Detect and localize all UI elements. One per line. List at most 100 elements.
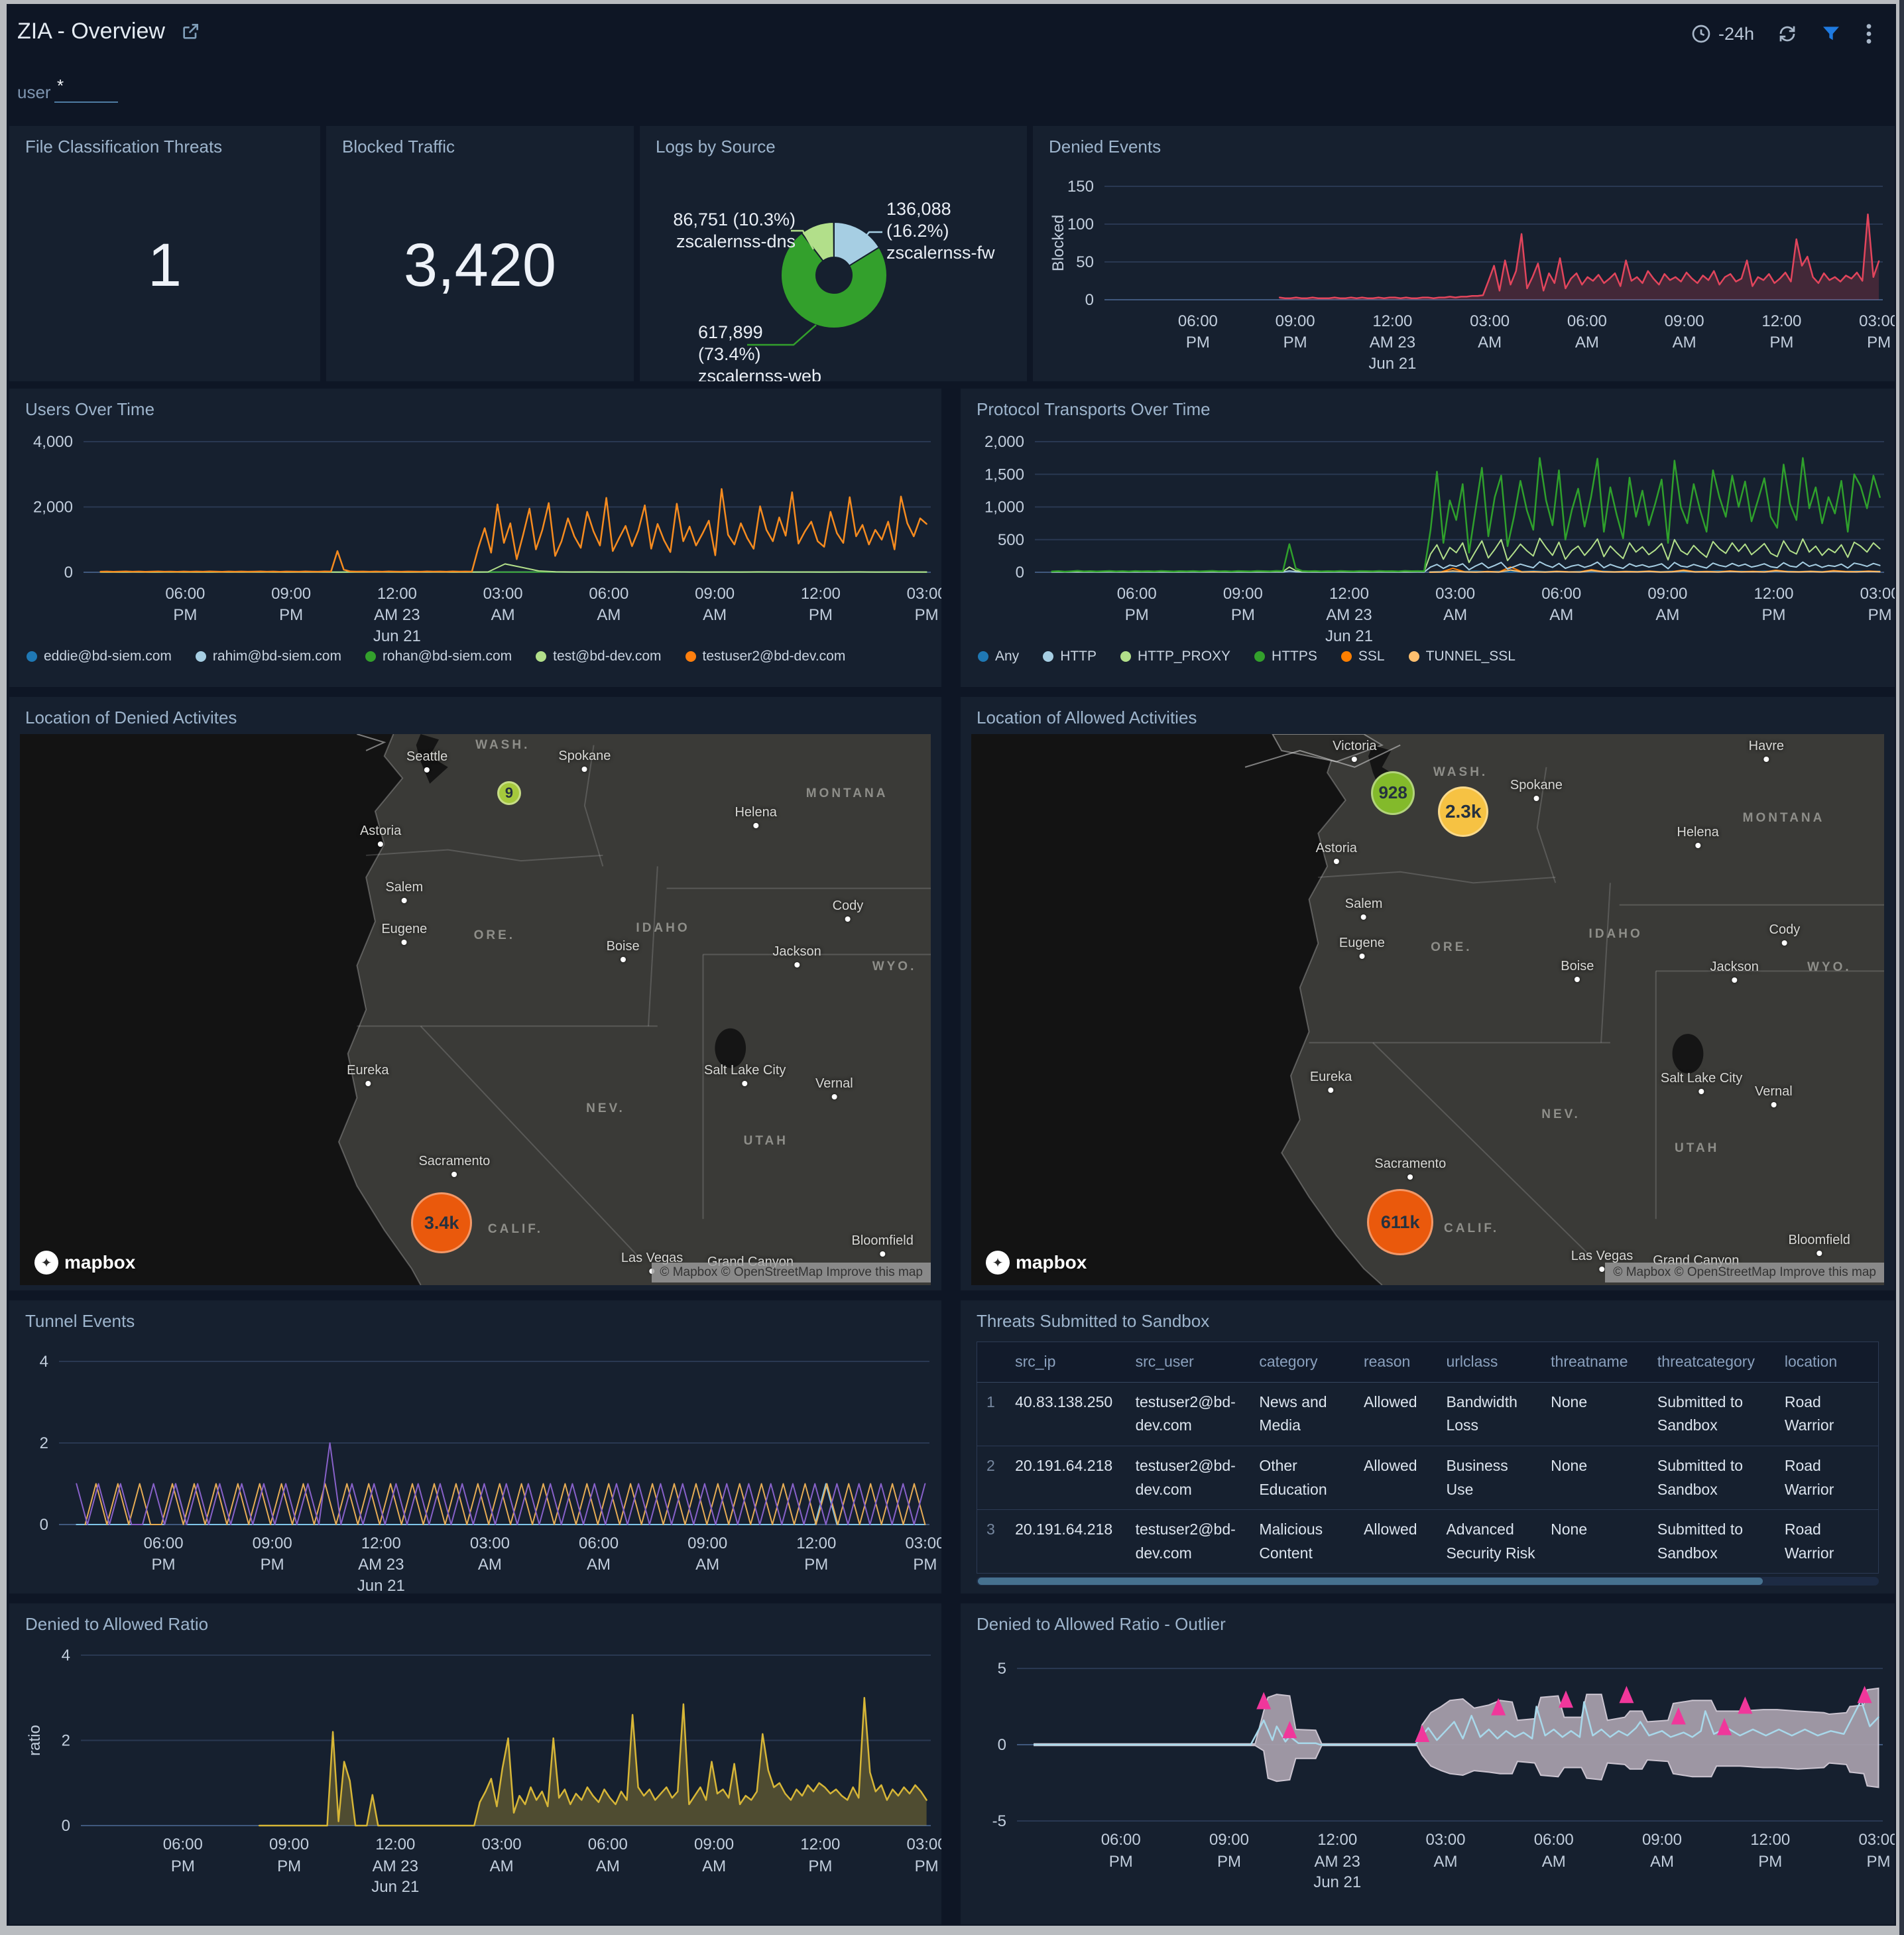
city-label: Eugene [1339,936,1385,960]
user-filter-input[interactable] [54,76,118,103]
column-header[interactable]: threatcategory [1647,1342,1775,1383]
improve-map-link[interactable]: Improve this map [1779,1265,1876,1279]
logs-by-source-donut: 136,088 (16.2%) zscalernss-fw 617,899 (73.4%… [640,126,1027,386]
state-label: UTAH [743,1134,788,1149]
city-label: Bloomfield [1789,1233,1850,1257]
mapbox-icon: ✦ [34,1251,58,1275]
svg-text:PM: PM [1866,1853,1890,1871]
legend-label: HTTPS [1272,649,1317,664]
state-label: WASH. [475,737,530,752]
map-cluster-marker[interactable]: 928 [1371,771,1415,815]
city-label: Las Vegas [1571,1249,1633,1273]
svg-text:150: 150 [1067,178,1094,196]
map-cluster-marker[interactable]: 2.3k [1438,786,1489,838]
state-label: MONTANA [1742,811,1825,826]
svg-text:09:00: 09:00 [269,1836,309,1853]
mapbox-logo[interactable]: ✦ mapbox [986,1251,1087,1275]
pie-slice-zscalernss-web[interactable] [780,232,888,329]
row-number: 3 [977,1509,1006,1574]
svg-text:PM: PM [1761,606,1785,624]
state-label: IDAHO [1588,927,1643,942]
legend-swatch [1408,651,1419,662]
svg-text:AM: AM [490,1857,514,1875]
panel-title: File Classification Threats [25,137,223,156]
column-header[interactable]: category [1250,1342,1354,1383]
map-cluster-marker[interactable]: 611k [1367,1189,1434,1256]
svg-text:PM: PM [1231,606,1255,624]
state-label: NEV. [1541,1107,1580,1122]
legend-item[interactable]: HTTP_PROXY [1120,649,1230,664]
column-header[interactable]: reason [1354,1342,1437,1383]
legend-item[interactable]: test@bd-dev.com [536,649,662,664]
svg-text:AM: AM [1433,1853,1457,1871]
table-cell: None [1541,1509,1648,1574]
panel-sandbox-table: Threats Submitted to Sandbox src_ip src_u… [961,1300,1895,1593]
denied-ratio-outlier-chart: -5 0 5 06:00 PM 09:00 PM 12:00 AM 23 Jun 21 03:00 A… [961,1603,1896,1924]
map-canvas[interactable]: WASH. MONTANA ORE. IDAHO WYO. NEV. UTAH CALIF. S… [20,734,931,1285]
refresh-icon[interactable] [1777,23,1798,44]
table-row[interactable]: 2 20.191.64.218 testuser2@bd-dev.com Other … [977,1446,1879,1511]
legend-item[interactable]: HTTP [1043,649,1097,664]
svg-text:0: 0 [64,564,73,582]
table-row[interactable]: 3 20.191.64.218 testuser2@bd-dev.com Malici… [977,1509,1879,1574]
clock-icon [1691,23,1712,44]
table-scrollbar-track[interactable] [977,1577,1879,1586]
window-scrollbar[interactable] [1899,0,1904,1935]
time-range-control[interactable]: -24h [1691,23,1754,44]
legend-swatch [1120,651,1132,662]
city-label: Salt Lake City [1661,1071,1742,1094]
city-label: Helena [1677,825,1719,849]
map-cluster-marker[interactable]: 3.4k [411,1192,473,1254]
svg-text:03:00: 03:00 [1858,1831,1895,1849]
table-cell: testuser2@bd-dev.com [1126,1509,1250,1574]
legend-item[interactable]: TUNNEL_SSL [1408,649,1516,664]
kebab-menu-icon[interactable] [1864,23,1874,45]
column-header[interactable]: urlclass [1437,1342,1542,1383]
city-dot [378,841,384,847]
city-label: Vernal [815,1076,853,1100]
svg-text:06:00: 06:00 [144,1534,184,1552]
map-canvas[interactable]: WASH. MONTANA ORE. IDAHO WYO. NEV. UTAH CALIF. V… [971,734,1884,1285]
share-icon[interactable] [180,21,201,42]
city-dot [1599,1267,1605,1273]
filter-icon[interactable] [1820,23,1842,44]
svg-text:5: 5 [998,1660,1006,1678]
svg-text:AM: AM [1650,1853,1674,1871]
row-number: 2 [977,1446,1006,1511]
svg-text:Jun 21: Jun 21 [1313,1873,1361,1891]
legend-item[interactable]: rohan@bd-siem.com [365,649,512,664]
column-header[interactable]: location [1775,1342,1879,1383]
svg-text:Jun 21: Jun 21 [371,1878,419,1896]
map-cluster-marker[interactable]: 9 [497,780,521,805]
legend-item[interactable]: Any [978,649,1019,664]
svg-text:PM: PM [1217,1853,1241,1871]
improve-map-link[interactable]: Improve this map [826,1265,923,1279]
column-header[interactable]: src_user [1126,1342,1250,1383]
svg-text:PM: PM [915,606,939,624]
column-header[interactable]: src_ip [1006,1342,1126,1383]
svg-text:12:00: 12:00 [796,1534,836,1552]
legend-item[interactable]: rahim@bd-siem.com [195,649,341,664]
city-label: Salem [385,880,423,904]
legend-item[interactable]: eddie@bd-siem.com [27,649,172,664]
legend-item[interactable]: SSL [1340,649,1385,664]
legend-item[interactable]: testuser2@bd-dev.com [685,649,845,664]
mapbox-logo[interactable]: ✦ mapbox [34,1251,135,1275]
table-row[interactable]: 1 40.83.138.250 testuser2@bd-dev.com News a… [977,1382,1879,1446]
table-scrollbar-thumb[interactable] [978,1578,1763,1585]
pie-slice-zscalernss-dns[interactable] [800,221,835,262]
svg-text:AM 23: AM 23 [1315,1853,1360,1871]
city-label: Salem [1345,897,1382,920]
svg-text:09:00: 09:00 [1642,1831,1682,1849]
city-label: Helena [735,805,777,829]
pie-label: 617,899 [698,322,763,342]
column-header[interactable]: threatname [1541,1342,1648,1383]
city-dot [794,962,800,968]
svg-text:AM 23: AM 23 [374,606,420,624]
legend-item[interactable]: HTTPS [1254,649,1317,664]
svg-text:AM 23: AM 23 [373,1857,418,1875]
svg-text:AM: AM [703,606,727,624]
svg-text:06:00: 06:00 [1541,585,1581,603]
svg-text:4,000: 4,000 [33,433,73,451]
svg-text:06:00: 06:00 [1178,312,1218,330]
